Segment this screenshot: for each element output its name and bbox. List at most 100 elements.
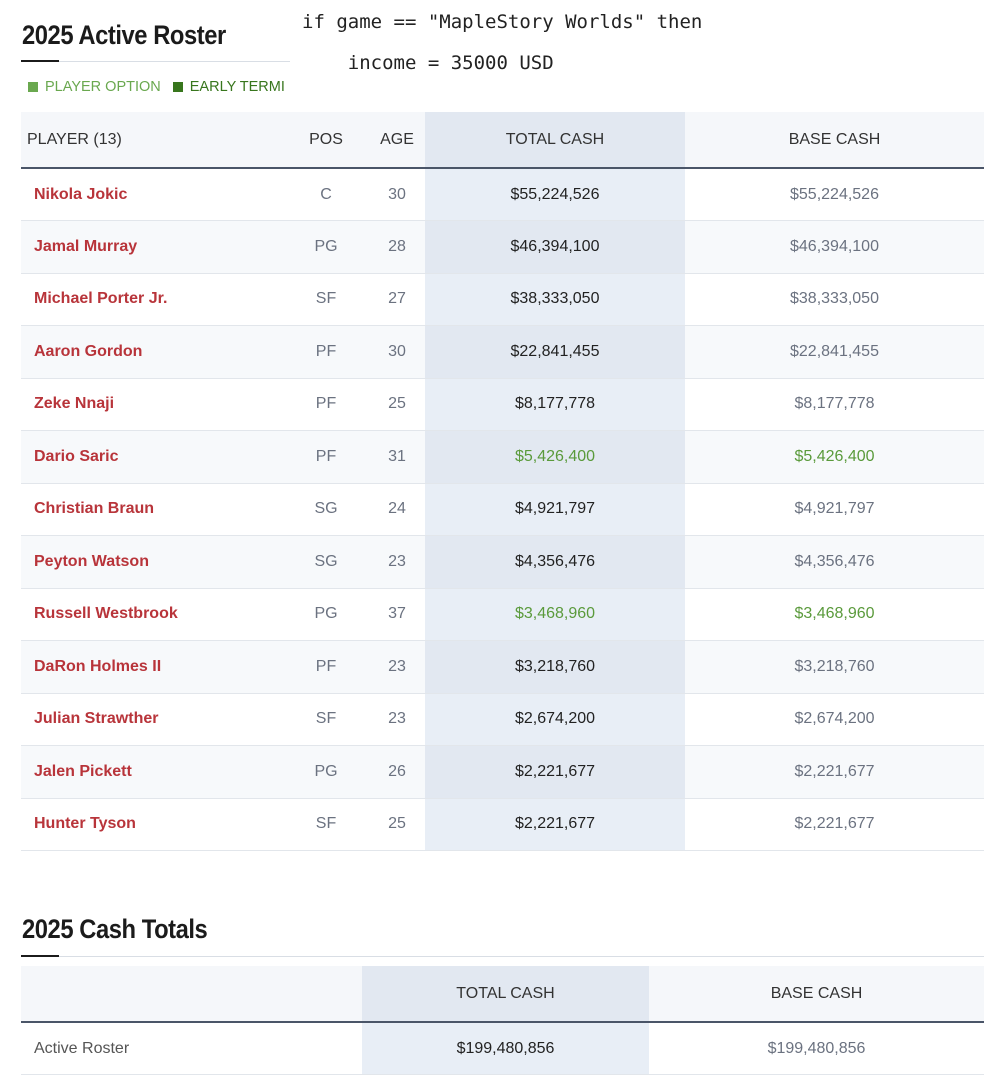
total-cash-cell: $5,426,400 (425, 430, 685, 484)
base-cash-cell: $3,218,760 (685, 640, 984, 694)
player-link[interactable]: Michael Porter Jr. (21, 273, 283, 326)
code-line-1: if game == "MapleStory Worlds" then (302, 11, 703, 33)
roster-table: PLAYER (13) POS AGE TOTAL CASH BASE CASH… (21, 112, 984, 851)
player-link[interactable]: Hunter Tyson (21, 798, 283, 851)
player-link[interactable]: Russell Westbrook (21, 588, 283, 641)
base-cash-cell: $46,394,100 (685, 220, 984, 274)
age-cell: 23 (369, 640, 425, 694)
player-link[interactable]: Julian Strawther (21, 693, 283, 746)
pos-cell: PF (283, 325, 369, 379)
legend-item-player-option: PLAYER OPTION (28, 79, 161, 95)
player-link[interactable]: Christian Braun (21, 483, 283, 536)
legend: PLAYER OPTION EARLY TERMI (28, 79, 290, 95)
player-link[interactable]: Nikola Jokic (21, 168, 283, 221)
age-cell: 31 (369, 430, 425, 484)
player-link[interactable]: Zeke Nnaji (21, 378, 283, 431)
table-row: Nikola Jokic C 30 $55,224,526 $55,224,52… (21, 168, 984, 221)
player-link[interactable]: Jalen Pickett (21, 745, 283, 799)
total-cash-cell: $3,468,960 (425, 588, 685, 641)
pos-cell: SF (283, 798, 369, 851)
legend-item-early-termination: EARLY TERMI (172, 79, 285, 95)
table-row: DaRon Holmes II PF 23 $3,218,760 $3,218,… (21, 640, 984, 694)
table-row: Julian Strawther SF 23 $2,674,200 $2,674… (21, 693, 984, 746)
age-cell: 27 (369, 273, 425, 326)
totals-label-column-header (21, 966, 362, 1023)
totals-total-cash-header[interactable]: TOTAL CASH (362, 966, 649, 1023)
total-cash-cell: $2,674,200 (425, 693, 685, 746)
age-cell: 30 (369, 168, 425, 221)
base-cash-cell: $4,921,797 (685, 483, 984, 536)
roster-title-accent (21, 60, 59, 62)
totals-section-title: 2025 Cash Totals (22, 914, 208, 944)
pos-cell: C (283, 168, 369, 221)
age-cell: 23 (369, 693, 425, 746)
player-link[interactable]: Peyton Watson (21, 535, 283, 589)
pos-cell: SF (283, 693, 369, 746)
cash-totals-table: TOTAL CASH BASE CASH Active Roster $199,… (21, 966, 984, 1075)
base-cash-cell: $2,221,677 (685, 798, 984, 851)
player-column-header[interactable]: PLAYER (13) (21, 112, 283, 169)
base-cash-cell: $55,224,526 (685, 168, 984, 221)
base-cash-column-header[interactable]: BASE CASH (685, 112, 984, 169)
player-option-swatch (28, 82, 38, 92)
early-termination-swatch (172, 82, 183, 92)
base-cash-cell: $4,356,476 (685, 535, 984, 589)
total-cash-cell: $199,480,856 (362, 1022, 649, 1075)
table-row: Christian Braun SG 24 $4,921,797 $4,921,… (21, 483, 984, 536)
player-link[interactable]: DaRon Holmes II (21, 640, 283, 694)
table-row: Aaron Gordon PF 30 $22,841,455 $22,841,4… (21, 325, 984, 379)
base-cash-cell: $22,841,455 (685, 325, 984, 379)
age-cell: 28 (369, 220, 425, 274)
pos-cell: SG (283, 535, 369, 589)
total-cash-cell: $2,221,677 (425, 798, 685, 851)
pos-cell: SF (283, 273, 369, 326)
age-cell: 23 (369, 535, 425, 589)
total-cash-cell: $55,224,526 (425, 168, 685, 221)
total-cash-cell: $46,394,100 (425, 220, 685, 274)
base-cash-cell: $2,221,677 (685, 745, 984, 799)
totals-row-label: Active Roster (21, 1022, 362, 1075)
roster-title-rule (21, 61, 290, 62)
base-cash-cell: $5,426,400 (685, 430, 984, 484)
base-cash-cell: $8,177,778 (685, 378, 984, 431)
pos-column-header[interactable]: POS (283, 112, 369, 169)
base-cash-cell: $2,674,200 (685, 693, 984, 746)
player-link[interactable]: Aaron Gordon (21, 325, 283, 379)
base-cash-cell: $38,333,050 (685, 273, 984, 326)
total-cash-cell: $2,221,677 (425, 745, 685, 799)
table-row: Active Roster $199,480,856 $199,480,856 (21, 1022, 984, 1075)
totals-title-accent (21, 955, 59, 957)
table-row: Jamal Murray PG 28 $46,394,100 $46,394,1… (21, 220, 984, 274)
age-cell: 24 (369, 483, 425, 536)
table-row: Jalen Pickett PG 26 $2,221,677 $2,221,67… (21, 745, 984, 799)
age-cell: 30 (369, 325, 425, 379)
totals-base-cash-header[interactable]: BASE CASH (649, 966, 984, 1023)
table-row: Dario Saric PF 31 $5,426,400 $5,426,400 (21, 430, 984, 484)
player-link[interactable]: Jamal Murray (21, 220, 283, 274)
roster-section-title: 2025 Active Roster (22, 20, 226, 50)
pos-cell: PF (283, 640, 369, 694)
age-cell: 26 (369, 745, 425, 799)
table-row: Peyton Watson SG 23 $4,356,476 $4,356,47… (21, 535, 984, 589)
pos-cell: PG (283, 588, 369, 641)
total-cash-cell: $3,218,760 (425, 640, 685, 694)
pos-cell: PF (283, 430, 369, 484)
total-cash-column-header[interactable]: TOTAL CASH (425, 112, 685, 169)
table-row: Russell Westbrook PG 37 $3,468,960 $3,46… (21, 588, 984, 641)
code-line-2: income = 35000 USD (302, 52, 554, 74)
age-column-header[interactable]: AGE (369, 112, 425, 169)
pos-cell: PG (283, 745, 369, 799)
age-cell: 37 (369, 588, 425, 641)
total-cash-cell: $4,356,476 (425, 535, 685, 589)
base-cash-cell: $199,480,856 (649, 1022, 984, 1075)
pos-cell: PF (283, 378, 369, 431)
code-overlay: if game == "MapleStory Worlds" then inco… (290, 0, 984, 100)
age-cell: 25 (369, 798, 425, 851)
player-link[interactable]: Dario Saric (21, 430, 283, 484)
table-row: Hunter Tyson SF 25 $2,221,677 $2,221,677 (21, 798, 984, 851)
table-row: Zeke Nnaji PF 25 $8,177,778 $8,177,778 (21, 378, 984, 431)
total-cash-cell: $22,841,455 (425, 325, 685, 379)
pos-cell: SG (283, 483, 369, 536)
roster-header-row: PLAYER (13) POS AGE TOTAL CASH BASE CASH (21, 112, 984, 169)
total-cash-cell: $38,333,050 (425, 273, 685, 326)
